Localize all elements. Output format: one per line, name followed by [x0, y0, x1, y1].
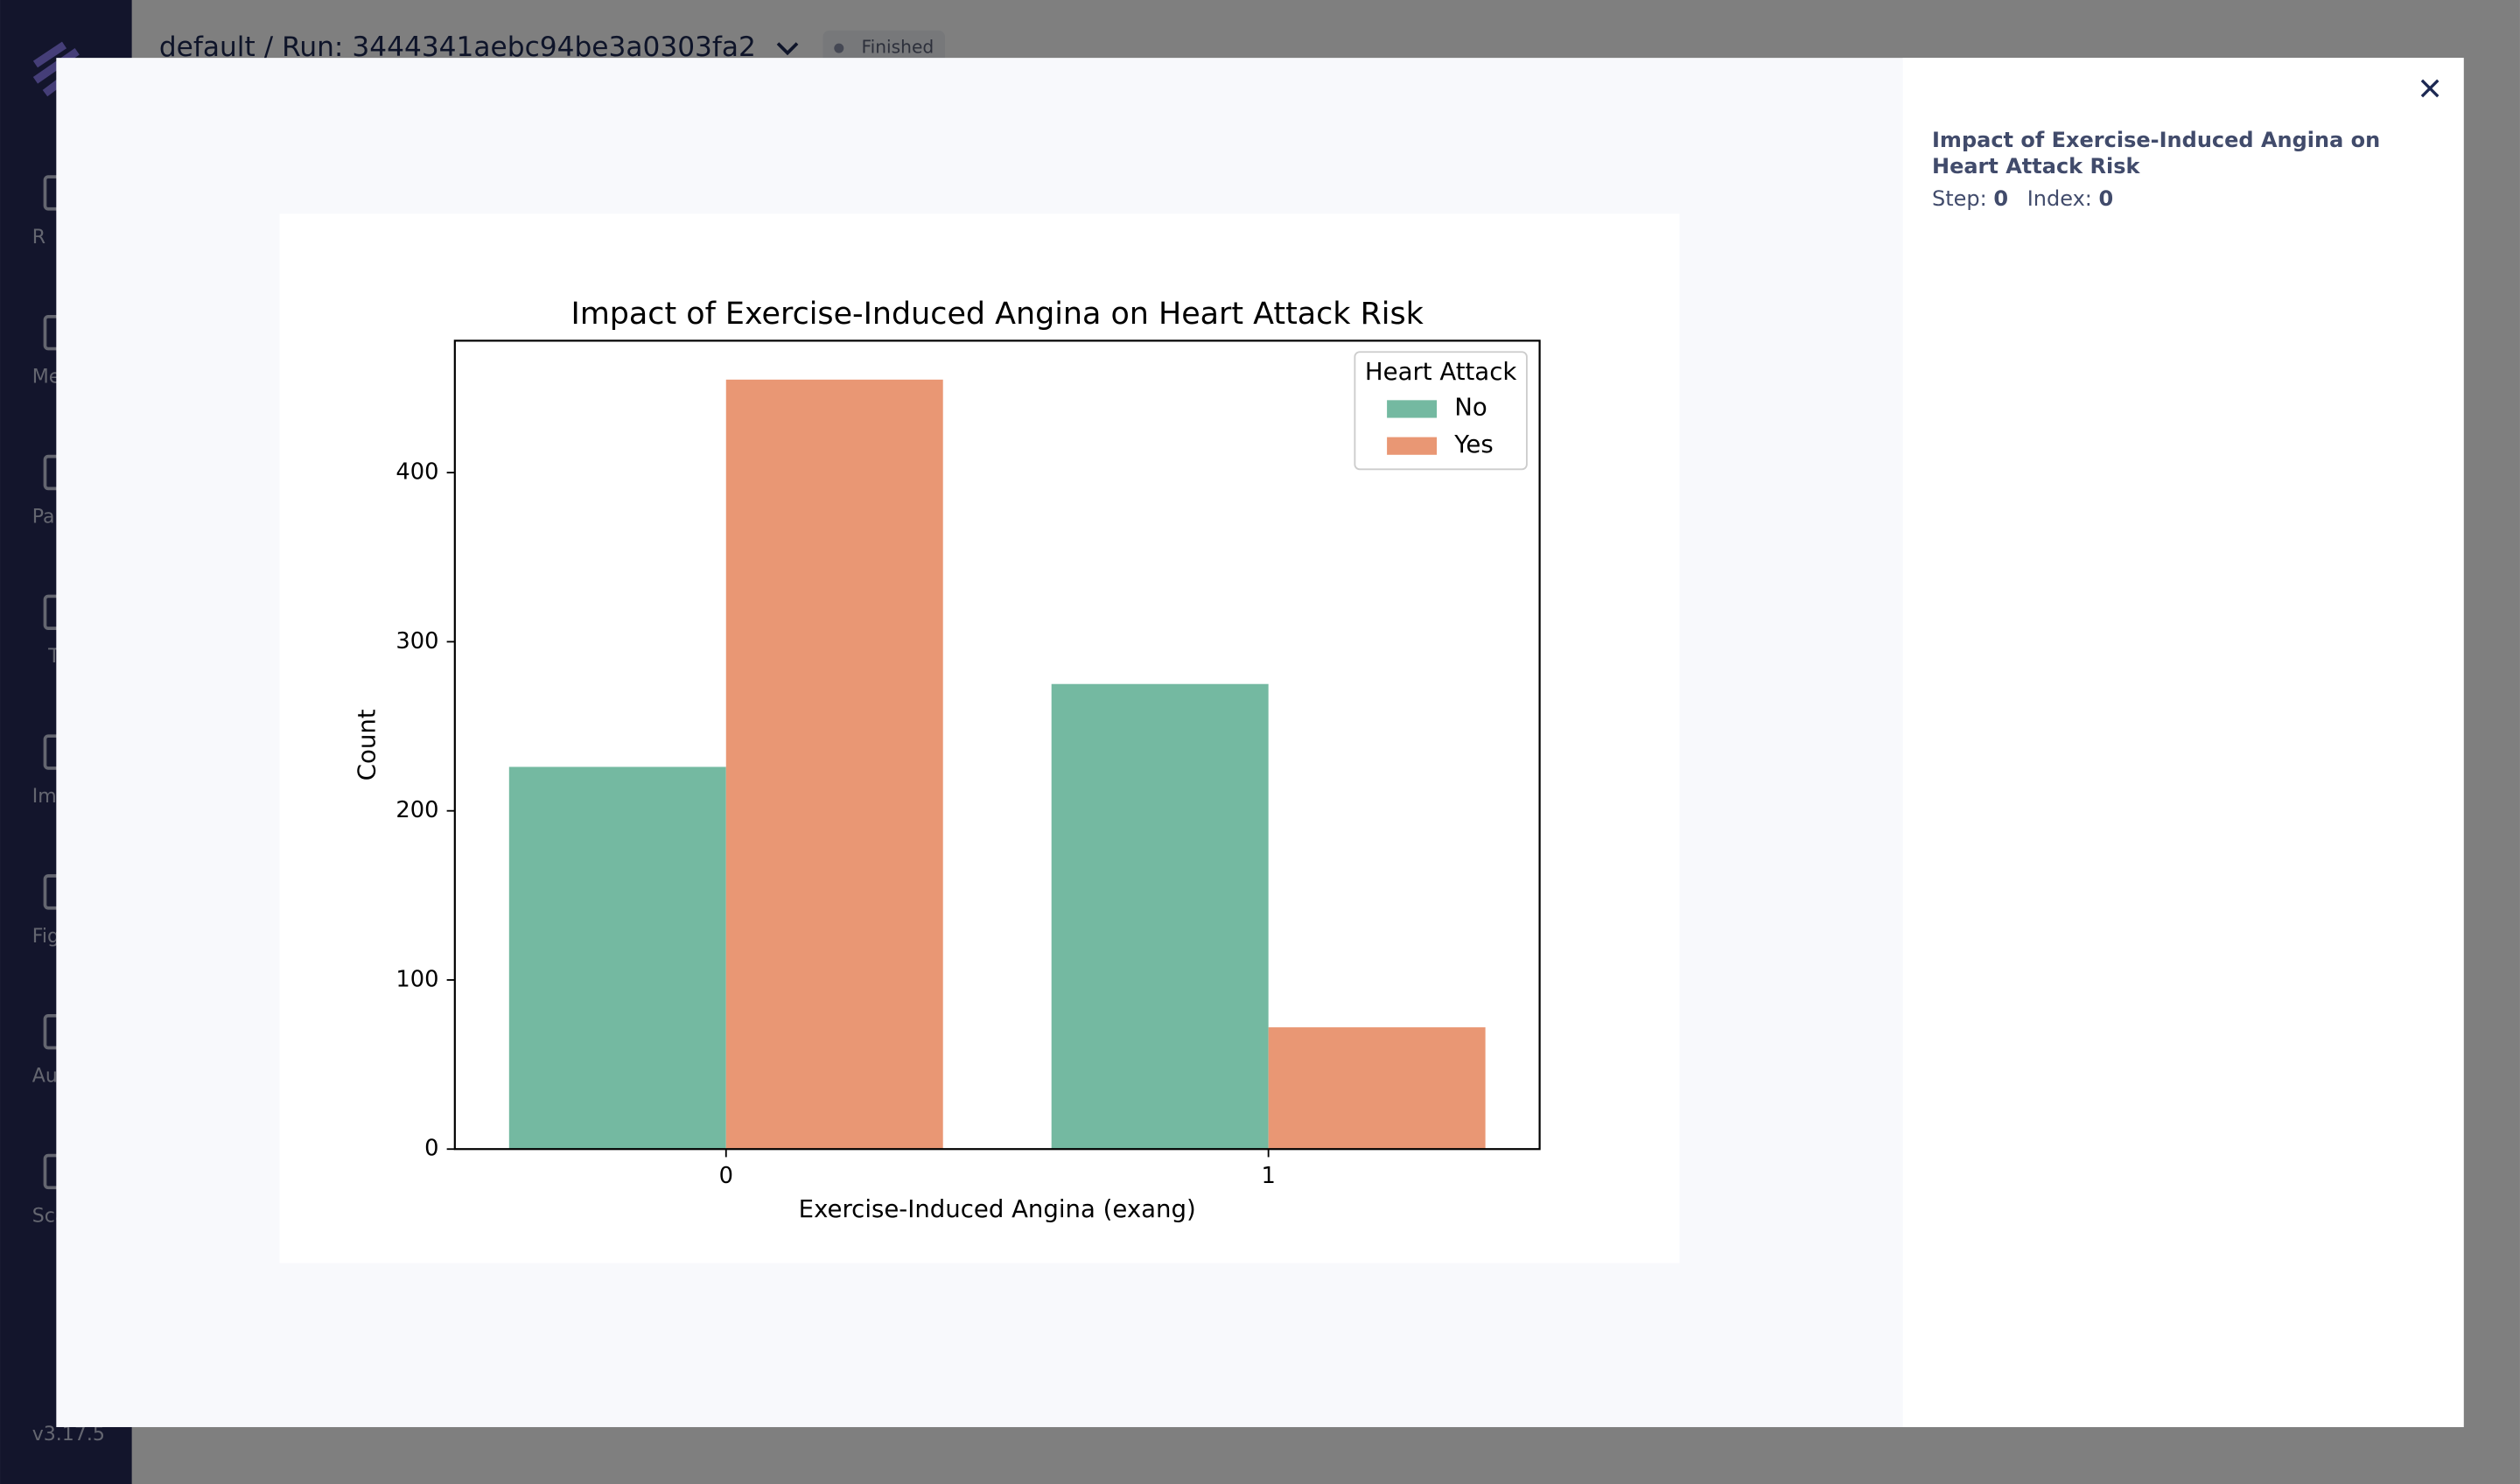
y-axis-label: Count [354, 709, 382, 780]
index-label: Index: [2026, 186, 2092, 211]
bar [725, 379, 943, 1150]
index: 0 [2098, 186, 2114, 211]
y-tick-label: 100 [396, 966, 438, 992]
chart-title: Impact of Exercise-Induced Angina on Hea… [571, 297, 1424, 332]
x-axis-label: Exercise-Induced Angina (exang) [799, 1195, 1196, 1223]
bar [1051, 683, 1269, 1150]
y-tick-label: 400 [396, 459, 438, 486]
chart: Impact of Exercise-Induced Angina on Hea… [354, 297, 1541, 1223]
legend-label: Yes [1453, 430, 1493, 458]
modal-side-panel [1902, 58, 2464, 1427]
panel-meta: Step: 0 Index: 0 [1932, 186, 2422, 211]
x-tick-label: 1 [1261, 1163, 1275, 1189]
plot-frame [453, 340, 1541, 1151]
legend-label: No [1454, 394, 1487, 422]
legend-swatch [1387, 400, 1438, 418]
step: 0 [1993, 186, 2009, 211]
legend-swatch [1387, 437, 1438, 455]
y-tick-label: 300 [396, 628, 438, 654]
x-tick-label: 0 [719, 1163, 733, 1189]
y-tick-label: 200 [396, 797, 438, 823]
bar [1268, 1027, 1486, 1150]
side-panel: Impact of Exercise-Induced Angina on Hea… [1932, 127, 2422, 211]
y-tick-label: 0 [424, 1136, 438, 1162]
legend-title: Heart Attack [1365, 358, 1516, 386]
step-label: Step: [1932, 186, 1987, 211]
close-button[interactable] [2420, 79, 2440, 98]
panel-title: Impact of Exercise-Induced Angina on Hea… [1932, 128, 2381, 178]
bar [508, 766, 726, 1150]
